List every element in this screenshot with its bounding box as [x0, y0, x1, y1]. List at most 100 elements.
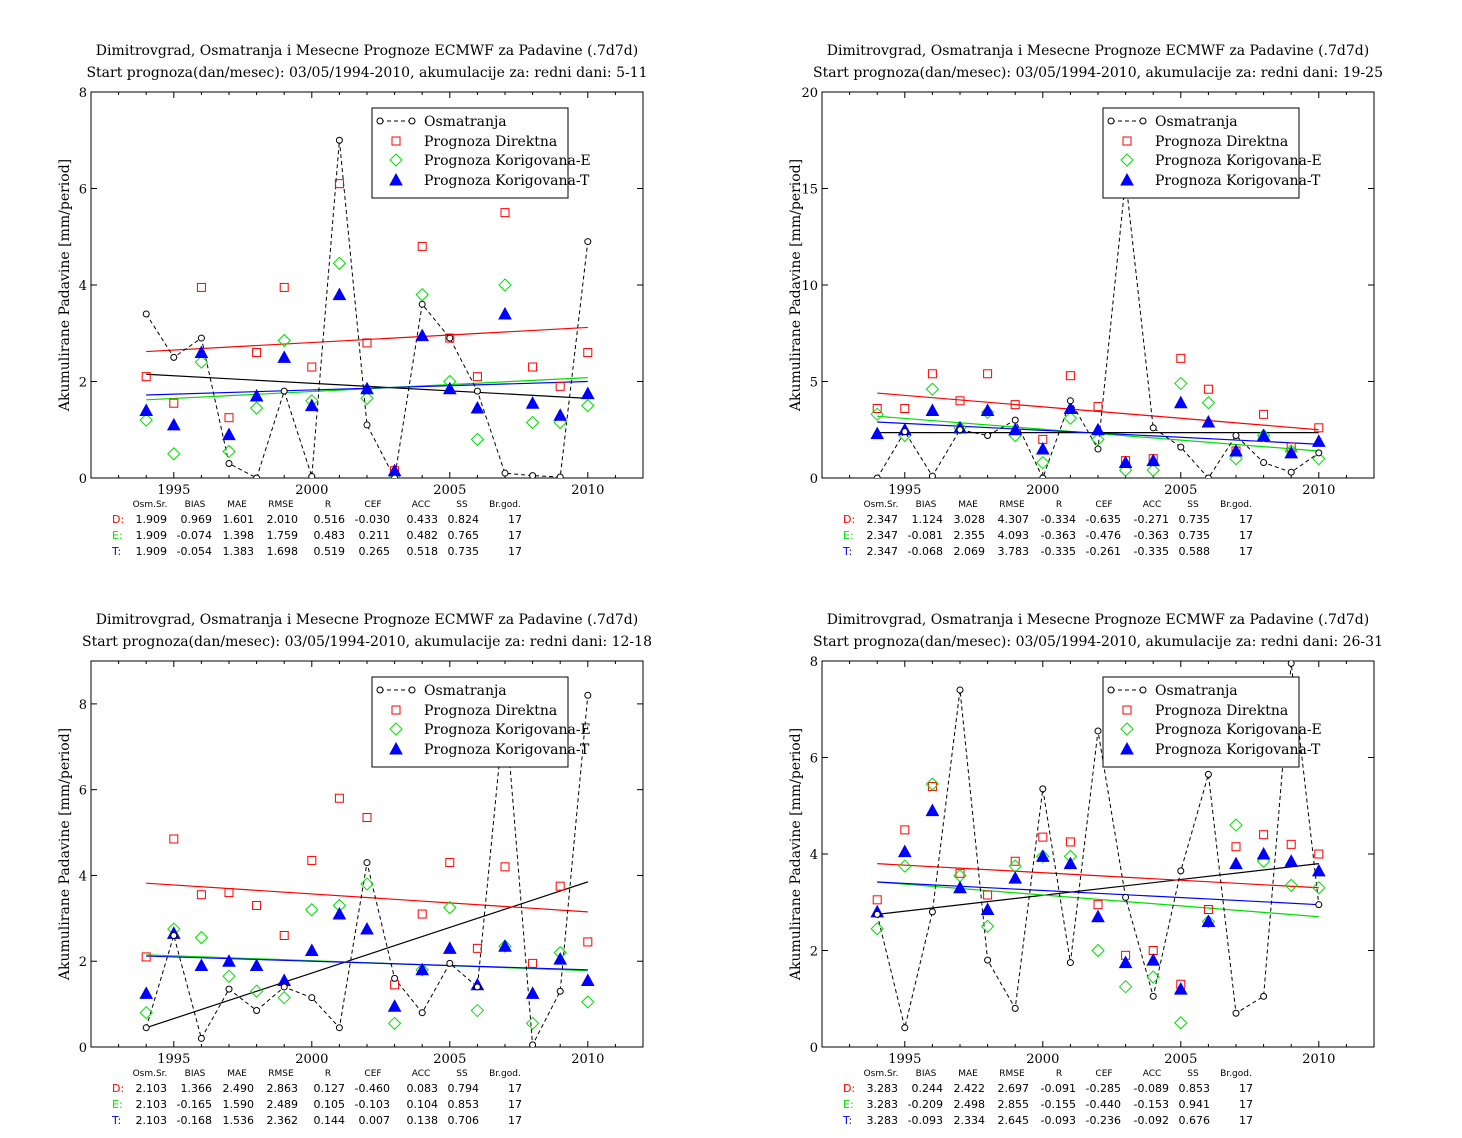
- corr-t-point: [442, 941, 457, 954]
- y-tick-label: 0: [810, 472, 818, 487]
- corr-t-point: [1256, 428, 1271, 442]
- legend-marker-corr-e: [389, 153, 403, 167]
- stats-value: 17: [508, 513, 522, 526]
- legend-box: [1102, 676, 1300, 768]
- stats-value: -0.092: [1134, 1114, 1169, 1127]
- corr-e-point: [277, 990, 291, 1005]
- direct-point: [900, 825, 910, 835]
- stats-header: Osm.Sr.: [133, 500, 168, 510]
- direct-point: [1065, 371, 1075, 381]
- stats-value: 0.007: [359, 1114, 391, 1127]
- observed-point: [584, 691, 592, 699]
- corr-t-point: [277, 350, 292, 363]
- stats-value: -0.054: [177, 545, 212, 558]
- legend-marker-corr-t: [1120, 172, 1134, 186]
- corr-t-point: [1201, 914, 1216, 928]
- direct-point: [252, 348, 262, 358]
- stats-value: 2.103: [136, 1114, 168, 1127]
- observed-point: [391, 474, 399, 478]
- stats-header: Osm.Sr.: [864, 1069, 899, 1079]
- x-tick-label: 2000: [295, 483, 328, 498]
- y-tick-label: 6: [79, 784, 87, 799]
- direct-point: [1314, 849, 1324, 859]
- direct-point: [1314, 423, 1324, 433]
- legend: Osmatranja Prognoza Direktna Prognoza Kori…: [1102, 107, 1322, 199]
- corr-t-point: [953, 880, 967, 894]
- stats-value: 0.265: [359, 545, 391, 558]
- corr-e-point: [387, 1016, 402, 1031]
- direct-point: [445, 333, 455, 343]
- x-tick-label: 1995: [157, 1052, 190, 1067]
- stats-value: 0.676: [1179, 1114, 1211, 1127]
- stats-value: 0.516: [314, 513, 346, 526]
- observed-point: [1287, 468, 1295, 476]
- stats-value: -0.093: [908, 1114, 943, 1127]
- corr-t-point: [870, 426, 885, 440]
- stats-row-label: E:: [843, 1098, 854, 1111]
- corr-t-point: [387, 999, 402, 1012]
- stats-value: 2.422: [954, 1082, 986, 1095]
- stats-header: SS: [1187, 500, 1199, 510]
- stats-header: Br.god.: [1220, 500, 1252, 510]
- direct-point: [872, 895, 882, 905]
- y-tick-label: 6: [79, 183, 87, 198]
- stats-value: 4.093: [998, 529, 1030, 542]
- legend-label: Prognoza Korigovana-E: [424, 153, 591, 169]
- stats-header: CEF: [1095, 500, 1112, 510]
- observed-point: [253, 1007, 261, 1015]
- stats-header: R: [1056, 500, 1062, 510]
- corr-t-point: [194, 345, 209, 359]
- corr-e-point: [581, 398, 595, 413]
- direct-point: [417, 241, 427, 251]
- stats-value: 2.103: [136, 1082, 168, 1095]
- observed-point: [1039, 785, 1047, 793]
- direct-point: [141, 952, 151, 962]
- observed-point: [1204, 474, 1212, 478]
- corr-e-point: [222, 969, 236, 983]
- x-tick-label: 2005: [1164, 1052, 1197, 1067]
- observed-point: [280, 983, 288, 991]
- stats-value: 3.283: [867, 1082, 899, 1095]
- legend-marker-direct: [1122, 705, 1132, 715]
- corr-e-point: [870, 922, 884, 936]
- direct-point: [900, 404, 910, 414]
- legend-marker-observed: [408, 117, 416, 125]
- corr-t-point: [1146, 453, 1161, 467]
- corr-e-point: [277, 333, 291, 348]
- stats-value: 0.244: [912, 1082, 944, 1095]
- legend-marker-observed: [376, 686, 384, 694]
- stats-value: 0.941: [1179, 1098, 1211, 1111]
- corr-t-point: [1173, 982, 1188, 995]
- observed-point: [225, 460, 233, 468]
- stats-header: RMSE: [999, 1069, 1025, 1079]
- stats-header: ACC: [1143, 1069, 1162, 1079]
- stats-value: -0.155: [1041, 1098, 1076, 1111]
- stats-value: 0.105: [314, 1098, 346, 1111]
- chart-subtitle: Start prognoza(dan/mesec): 03/05/1994-20…: [813, 65, 1383, 81]
- observed-point: [873, 910, 881, 918]
- stats-value: 1.383: [223, 545, 255, 558]
- direct-point: [955, 868, 965, 878]
- corr-t-point: [360, 922, 374, 935]
- stats-value: 0.735: [1179, 529, 1211, 542]
- direct-point: [224, 413, 234, 423]
- legend-marker-corr-t: [389, 172, 403, 186]
- y-axis-label: Akumulirane Padavine [mm/period]: [788, 159, 804, 412]
- direct-point: [955, 396, 965, 406]
- direct-point: [1259, 409, 1269, 419]
- trend-line-observed: [877, 863, 1319, 915]
- legend-label: Prognoza Korigovana-E: [1155, 722, 1322, 738]
- chart-title: Dimitrovgrad, Osmatranja i Mesecne Progn…: [96, 43, 638, 59]
- corr-t-point: [1063, 856, 1078, 870]
- observed-point: [197, 334, 205, 342]
- observed-point: [446, 334, 454, 342]
- stats-header: Br.god.: [489, 1069, 521, 1079]
- stats-value: 0.735: [1179, 513, 1211, 526]
- x-tick-label: 2005: [433, 483, 466, 498]
- legend-label: Prognoza Korigovana-T: [424, 742, 590, 758]
- stats-header: BIAS: [185, 500, 206, 510]
- direct-point: [983, 890, 993, 900]
- direct-point: [252, 900, 262, 910]
- stats-value: 2.347: [867, 545, 899, 558]
- observed-point: [984, 956, 992, 964]
